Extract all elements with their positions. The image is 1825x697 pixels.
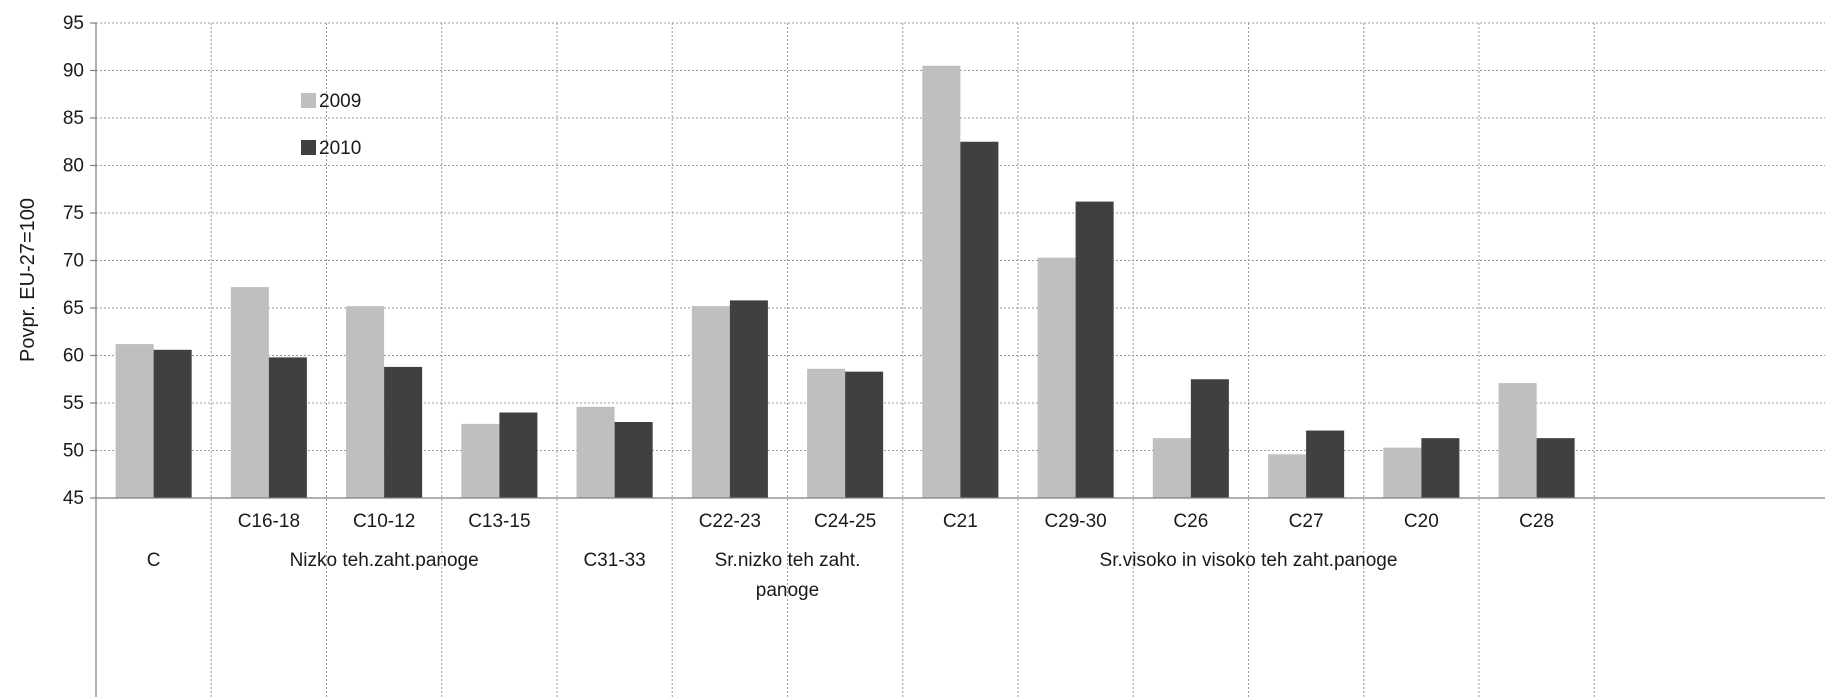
bar-2009-2 [346,306,385,498]
y-tick-label: 60 [63,346,84,367]
bar-2010-9 [1190,379,1229,498]
y-axis-label: Povpr. EU-27=100 [17,198,39,362]
bar-2009-0 [115,344,154,498]
bar-2009-7 [922,65,961,498]
legend-label-2010: 2010 [319,138,361,159]
y-tick-label: 80 [63,156,84,177]
group-label-line2: panoge [756,580,819,601]
bar-2010-1 [268,357,307,498]
bar-2009-10 [1268,454,1307,498]
y-tick-label: 45 [63,488,84,509]
bar-2009-5 [691,306,730,498]
bar-2010-3 [499,412,538,498]
bar-2010-10 [1306,430,1345,498]
bar-2010-0 [153,349,192,498]
bar-2010-4 [614,422,653,498]
legend-swatch-2009 [301,93,316,108]
legend: 2009 2010 [301,91,361,159]
bar-2010-2 [384,366,423,498]
legend-label-2009: 2009 [319,91,361,112]
bar-2010-12 [1536,438,1575,498]
bar-2010-6 [845,371,884,498]
bar-2010-11 [1421,438,1460,498]
y-tick-labels: 45 50 55 60 65 70 75 80 85 90 95 [63,13,84,509]
x-tick-label: C21 [943,511,978,532]
group-label: C31-33 [583,550,645,571]
x-tick-label: C29-30 [1044,511,1106,532]
y-tick-label: 95 [63,13,84,34]
bar-2010-8 [1075,201,1114,498]
y-tick-label: 85 [63,108,84,129]
x-tick-label: C27 [1289,511,1324,532]
x-tick-label: C26 [1173,511,1208,532]
bar-2010-7 [960,141,999,498]
bars [115,65,1575,498]
legend-swatch-2010 [301,140,316,155]
y-tick-label: 50 [63,441,84,462]
group-label: Sr.nizko teh zaht. [715,550,861,571]
x-category-labels: C16-18 C10-12 C13-15 C22-23 C24-25 C21 C29-30 C… [147,511,1554,601]
bar-2009-3 [461,423,500,498]
y-tick-label: 70 [63,251,84,272]
bar-2009-9 [1152,438,1191,498]
x-tick-label: C20 [1404,511,1439,532]
bar-2009-6 [807,368,846,498]
bar-2009-8 [1037,257,1076,498]
bar-2010-5 [729,300,768,498]
bar-2009-12 [1498,383,1537,498]
group-label: Sr.visoko in visoko teh zaht.panoge [1100,550,1398,571]
axes [90,22,1825,697]
x-tick-label: C10-12 [353,511,415,532]
y-tick-label: 55 [63,393,84,414]
x-tick-label: C13-15 [468,511,530,532]
y-tick-label: 65 [63,298,84,319]
group-label: C [147,550,161,571]
y-tick-label: 75 [63,203,84,224]
bar-2009-11 [1383,447,1422,498]
x-tick-label: C22-23 [699,511,761,532]
bar-2009-1 [230,287,269,498]
group-label: Nizko teh.zaht.panoge [290,550,479,571]
x-tick-label: C24-25 [814,511,876,532]
y-tick-label: 90 [63,61,84,82]
x-tick-label: C28 [1519,511,1554,532]
x-tick-label: C16-18 [238,511,300,532]
bar-2009-4 [576,406,615,498]
